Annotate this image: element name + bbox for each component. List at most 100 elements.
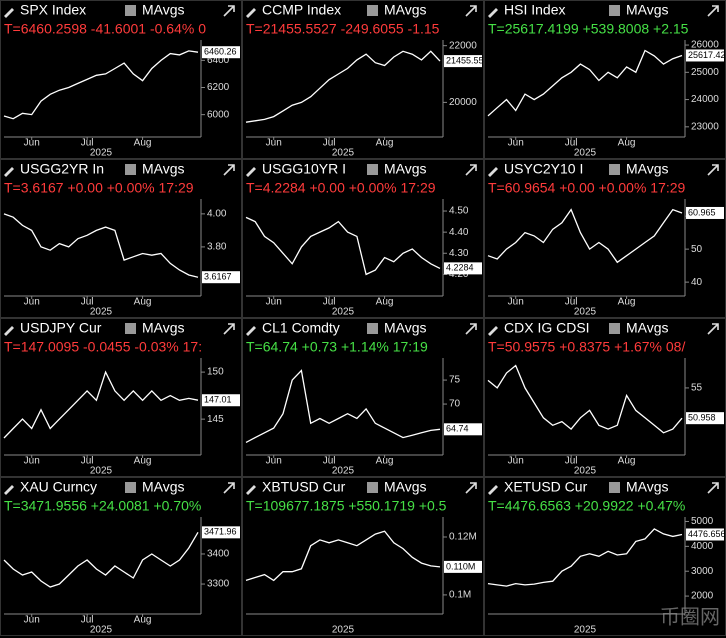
last-price-box [686, 412, 724, 425]
edit-icon[interactable] [4, 8, 14, 18]
price-line [3, 370, 199, 439]
legend-label: MAvgs [384, 479, 427, 495]
y-tick-label: 50 [691, 244, 703, 255]
x-axis-label: 2025 [90, 148, 113, 159]
edit-icon[interactable] [488, 167, 498, 177]
panel-border [242, 159, 484, 318]
legend-label: MAvgs [142, 479, 185, 495]
x-tick-label: Jun [266, 456, 282, 467]
edit-icon[interactable] [4, 167, 14, 177]
panel-border [0, 477, 242, 636]
quote: T=64.74 +0.73 +1.14% 17:19 [246, 339, 428, 355]
price-line [487, 208, 683, 264]
x-tick-label: Jun [266, 297, 282, 308]
x-tick-label: Aug [376, 297, 394, 308]
x-tick-label: Aug [134, 456, 152, 467]
y-tick-label: 4000 [691, 541, 714, 552]
legend-swatch [609, 164, 620, 175]
panel-border [0, 318, 242, 477]
expand-icon[interactable] [223, 164, 235, 176]
expand-icon[interactable] [465, 323, 477, 335]
x-axis-label: 2025 [574, 625, 597, 636]
x-tick-label: Aug [618, 456, 636, 467]
y-tick-label: 70 [449, 399, 461, 410]
quote: T=147.0095 -0.0455 -0.03% 17: [4, 339, 202, 355]
expand-icon[interactable] [707, 323, 719, 335]
last-price-label: 64.74 [446, 424, 469, 434]
edit-icon[interactable] [246, 485, 256, 495]
last-price-label: 25617.42 [688, 50, 726, 60]
expand-icon[interactable] [465, 5, 477, 17]
x-axis-label: 2025 [574, 148, 597, 159]
y-tick-label: 3.80 [207, 242, 227, 253]
legend-swatch [125, 482, 136, 493]
quote: T=21455.5527 -249.6055 -1.15 [246, 21, 440, 37]
price-line [487, 49, 683, 117]
panel-border [242, 477, 484, 636]
y-tick-label: 4.20 [449, 269, 469, 280]
last-price-box [444, 423, 482, 436]
y-tick-label: 5000 [691, 516, 714, 527]
x-tick-label: Aug [618, 138, 636, 149]
x-axis-label: 2025 [332, 466, 355, 477]
legend-label: MAvgs [142, 161, 185, 177]
legend-label: MAvgs [626, 320, 669, 336]
x-axis-label: 2025 [332, 307, 355, 318]
legend-swatch [367, 5, 378, 16]
expand-icon[interactable] [707, 164, 719, 176]
x-tick-label: Jun [508, 297, 524, 308]
y-tick-label: 23000 [691, 121, 719, 132]
edit-icon[interactable] [246, 8, 256, 18]
panel-border [0, 0, 242, 159]
expand-icon[interactable] [707, 482, 719, 494]
edit-icon[interactable] [488, 326, 498, 336]
x-tick-label: Jun [24, 297, 40, 308]
expand-icon[interactable] [465, 164, 477, 176]
price-line [487, 364, 683, 434]
chart-title: CL1 Comdty [262, 320, 340, 336]
edit-icon[interactable] [246, 326, 256, 336]
chart-panel: XETUSD Cur MAvgs T=4476.6563 +20.9922 +0.4… [484, 477, 726, 636]
edit-icon[interactable] [246, 167, 256, 177]
chart-title: CDX IG CDSI [504, 320, 590, 336]
expand-icon[interactable] [223, 5, 235, 17]
edit-icon[interactable] [4, 326, 14, 336]
edit-icon[interactable] [488, 8, 498, 18]
chart-title: USGG2YR In [20, 161, 104, 177]
chart-panel: XAU Curncy MAvgs T=3471.9556 +24.0081 +0.7… [0, 477, 242, 636]
expand-icon[interactable] [223, 482, 235, 494]
x-tick-label: Jul [81, 456, 94, 467]
watermark: 币圈网 [660, 605, 720, 628]
x-tick-label: Jun [508, 456, 524, 467]
x-tick-label: Jun [508, 138, 524, 149]
y-tick-label: 26000 [691, 40, 719, 51]
x-tick-label: Aug [376, 138, 394, 149]
chart-title: USGG10YR I [262, 161, 346, 177]
chart-title: XBTUSD Cur [262, 479, 346, 495]
last-price-label: 3.6167 [204, 272, 232, 282]
expand-icon[interactable] [465, 482, 477, 494]
expand-icon[interactable] [707, 5, 719, 17]
x-tick-label: Jun [24, 456, 40, 467]
last-price-box [444, 262, 482, 275]
legend-swatch [125, 323, 136, 334]
edit-icon[interactable] [488, 485, 498, 495]
y-tick-label: 0.12M [449, 532, 477, 543]
edit-icon[interactable] [4, 485, 14, 495]
x-tick-label: Aug [134, 297, 152, 308]
last-price-label: 3471.96 [204, 527, 237, 537]
legend-swatch [125, 5, 136, 16]
x-tick-label: Jun [24, 138, 40, 149]
last-price-label: 4476.656 [688, 529, 726, 539]
price-line [245, 216, 441, 276]
price-line [3, 50, 199, 120]
last-price-box [444, 55, 482, 68]
last-price-box [202, 526, 240, 539]
y-tick-label: 4.40 [449, 227, 469, 238]
expand-icon[interactable] [223, 323, 235, 335]
y-tick-label: 145 [207, 414, 224, 425]
chart-panel: USGG10YR I MAvgs T=4.2284 +0.00 +0.00% 17:… [242, 159, 484, 318]
x-tick-label: Aug [134, 615, 152, 626]
panel-border [0, 159, 242, 318]
